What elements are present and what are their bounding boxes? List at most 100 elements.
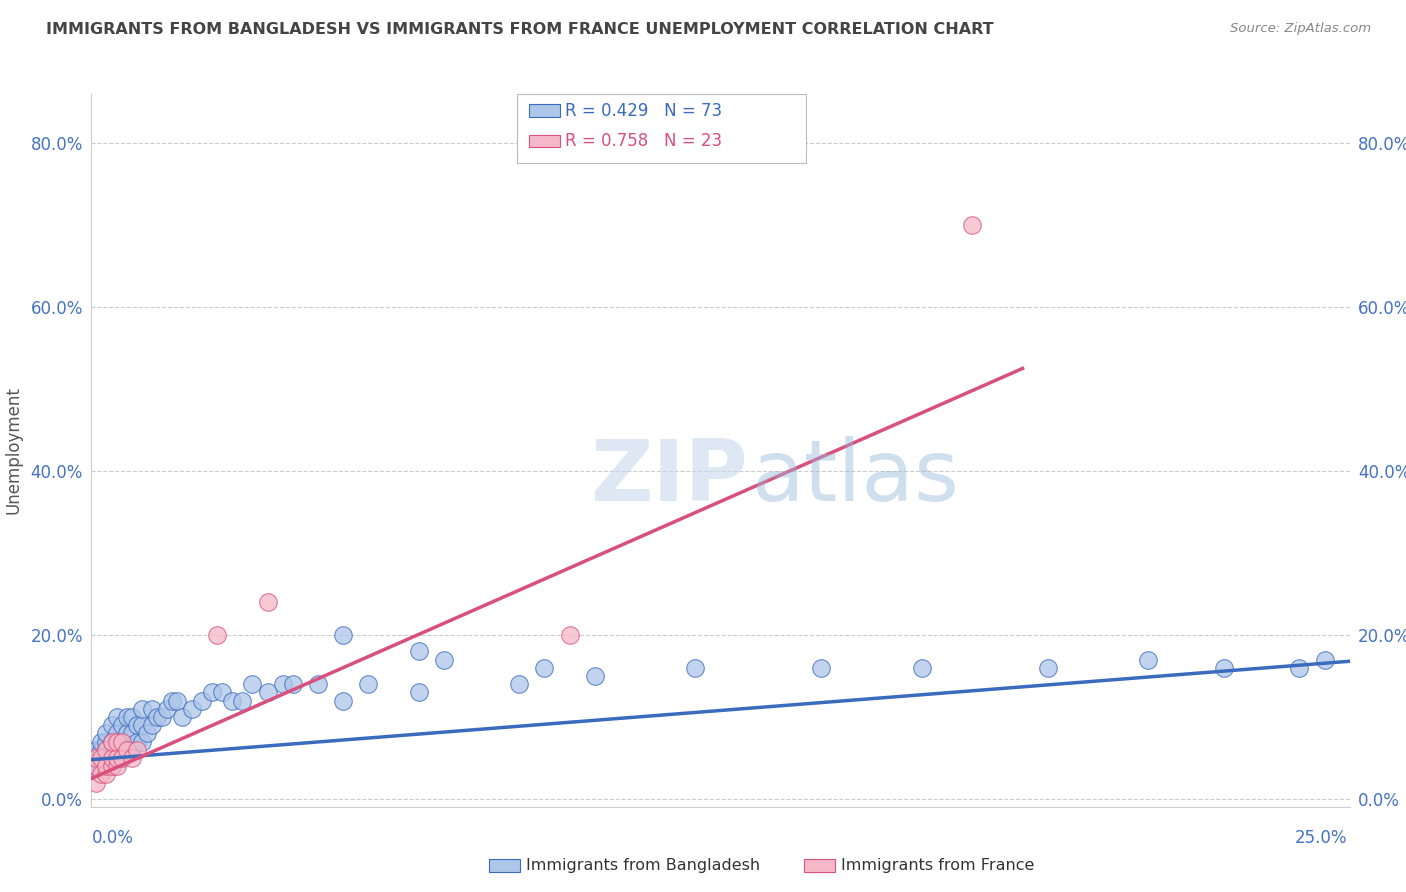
Point [115,743,138,757]
Text: Immigrants from Bangladesh: Immigrants from Bangladesh [526,858,761,872]
Point [105,726,128,740]
Point [131,702,153,716]
Text: 25.0%: 25.0% [1295,830,1347,847]
Point [110,743,132,757]
Point [96,743,118,757]
Text: R = 0.758   N = 23: R = 0.758 N = 23 [565,132,723,150]
Point [205,628,228,642]
Text: atlas: atlas [752,435,960,519]
Point [1288,661,1310,675]
Point [121,751,143,765]
Point [408,644,430,658]
Point [141,718,163,732]
Point [90,759,112,773]
Point [90,743,112,757]
Point [558,628,581,642]
Point [125,734,148,748]
Text: IMMIGRANTS FROM BANGLADESH VS IMMIGRANTS FROM FRANCE UNEMPLOYMENT CORRELATION CH: IMMIGRANTS FROM BANGLADESH VS IMMIGRANTS… [46,22,994,37]
Point [332,628,354,642]
Point [271,677,294,691]
Point [90,751,112,765]
Point [86,751,108,765]
Point [105,734,128,748]
Point [810,661,832,675]
Point [100,743,122,757]
Point [281,677,304,691]
Point [96,751,118,765]
Point [231,693,253,707]
Point [433,652,456,666]
Point [256,595,278,609]
Point [96,743,118,757]
Text: Immigrants from France: Immigrants from France [841,858,1035,872]
Point [911,661,934,675]
Point [170,710,193,724]
Point [115,743,138,757]
Point [685,661,707,675]
Point [135,726,157,740]
Point [100,759,122,773]
Point [408,685,430,699]
Point [583,669,606,683]
Point [115,726,138,740]
Point [166,693,188,707]
Point [90,751,112,765]
Point [96,767,118,781]
Point [86,743,108,757]
Point [191,693,214,707]
Point [105,710,128,724]
Point [141,702,163,716]
Point [110,734,132,748]
Point [96,759,118,773]
Point [121,726,143,740]
Point [160,693,183,707]
Point [110,751,132,765]
Point [121,710,143,724]
Point [86,775,108,789]
Point [105,759,128,773]
Point [90,767,112,781]
Point [110,734,132,748]
Point [256,685,278,699]
Point [201,685,224,699]
Point [100,718,122,732]
Point [100,734,122,748]
Point [131,734,153,748]
Point [1036,661,1059,675]
Point [96,726,118,740]
Point [962,218,984,232]
Point [181,702,204,716]
Text: 0.0%: 0.0% [91,830,134,847]
Point [1212,661,1236,675]
Point [131,718,153,732]
Point [150,710,173,724]
Point [508,677,530,691]
Point [105,751,128,765]
Point [105,734,128,748]
Point [146,710,169,724]
Point [156,702,179,716]
Point [100,734,122,748]
Point [110,718,132,732]
Text: R = 0.429   N = 73: R = 0.429 N = 73 [565,102,723,120]
Point [100,751,122,765]
Point [1137,652,1160,666]
Point [105,751,128,765]
Point [121,743,143,757]
Point [1313,652,1336,666]
Point [533,661,555,675]
Point [211,685,233,699]
Point [357,677,380,691]
Y-axis label: Unemployment: Unemployment [4,386,22,515]
Point [242,677,264,691]
Point [86,751,108,765]
Point [110,751,132,765]
Point [105,743,128,757]
Point [86,759,108,773]
Point [90,734,112,748]
Point [125,718,148,732]
Point [307,677,329,691]
Point [96,759,118,773]
Point [332,693,354,707]
Point [100,759,122,773]
